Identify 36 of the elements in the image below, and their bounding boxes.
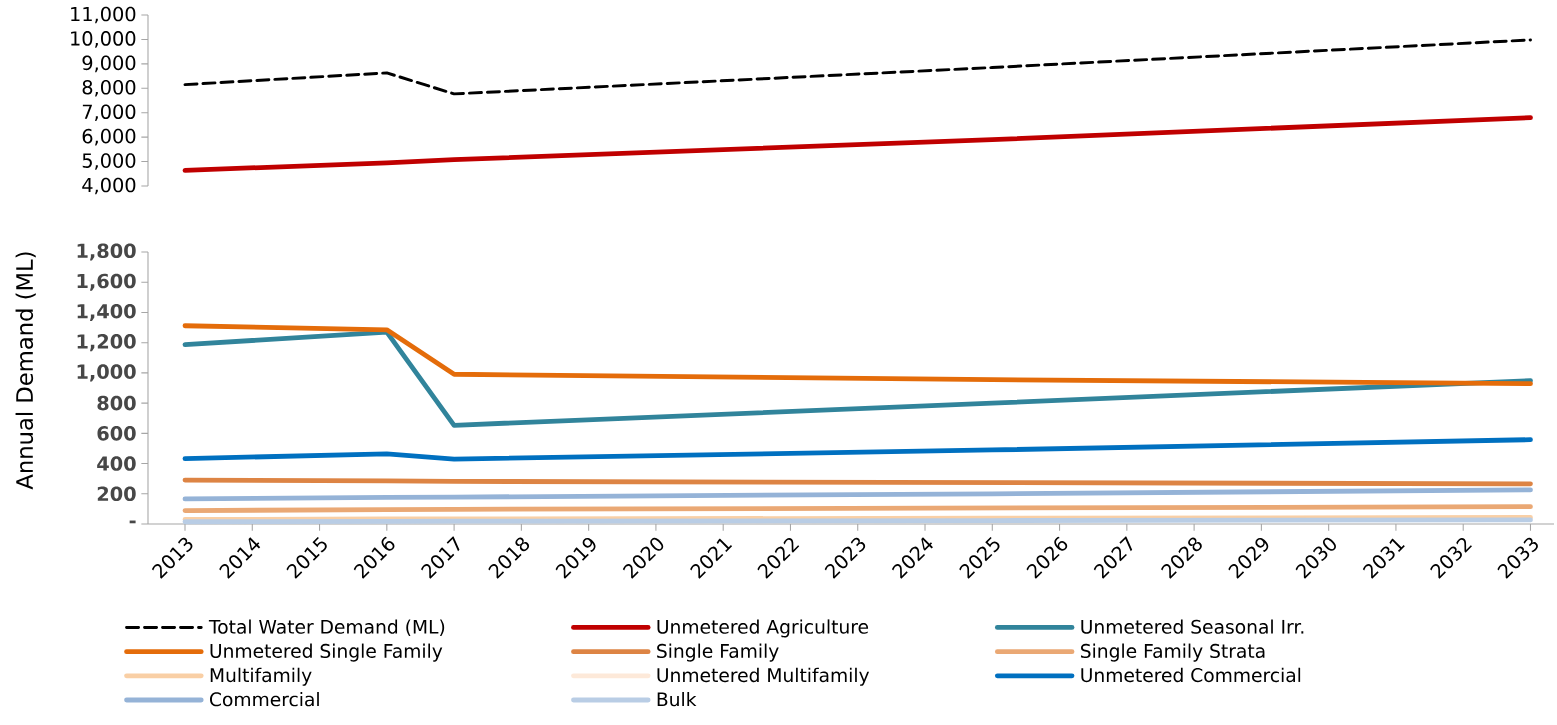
line-series — [182, 487, 1533, 502]
line-series — [183, 38, 1532, 96]
line-series — [182, 323, 1533, 387]
legend-label: Unmetered Multifamily — [657, 667, 870, 686]
y-tick-label: - — [129, 520, 136, 524]
y-tick-label: 200 — [97, 486, 136, 502]
legend-label: Commercial — [209, 691, 319, 707]
y-tick-label: 10,000 — [71, 31, 136, 48]
y-tick-label: 5,000 — [82, 153, 136, 170]
y-tick-label: 6,000 — [82, 128, 136, 146]
y-tick-label: 4,000 — [82, 177, 136, 195]
line-series — [182, 437, 1533, 462]
y-axis-title: Annual Demand (ML) — [15, 252, 36, 490]
y-tick-label: 1,400 — [77, 303, 136, 321]
legend-label: Unmetered Commercial — [1081, 667, 1301, 683]
y-tick-label: 1,000 — [77, 364, 136, 382]
legend-label: Unmetered Seasonal Irr. — [1081, 619, 1304, 634]
text: Unmetered Agriculture — [657, 619, 869, 638]
line-series — [182, 329, 1533, 428]
y-tick-label: 1,600 — [77, 273, 136, 291]
text: Total Water Demand (ML) — [208, 619, 445, 637]
y-tick-label: 1,800 — [77, 243, 136, 261]
y-tick-label: 11,000 — [71, 6, 136, 24]
y-tick-label: 1,200 — [77, 334, 136, 352]
y-tick-label: 9,000 — [82, 55, 136, 73]
y-tick-label: 8,000 — [82, 79, 136, 97]
legend-label: Single Family Strata — [1080, 643, 1265, 662]
y-tick-label: 7,000 — [82, 104, 136, 121]
line-series — [182, 115, 1533, 173]
legend-label: Bulk — [657, 691, 697, 707]
y-tick-label: 800 — [97, 395, 136, 411]
y-tick-label: 400 — [97, 456, 136, 471]
legend-label: Multifamily — [210, 667, 312, 686]
legend-label: Unmetered Single Family — [210, 643, 443, 662]
y-tick-label: 600 — [97, 426, 136, 441]
legend-label: Single Family — [657, 643, 779, 662]
